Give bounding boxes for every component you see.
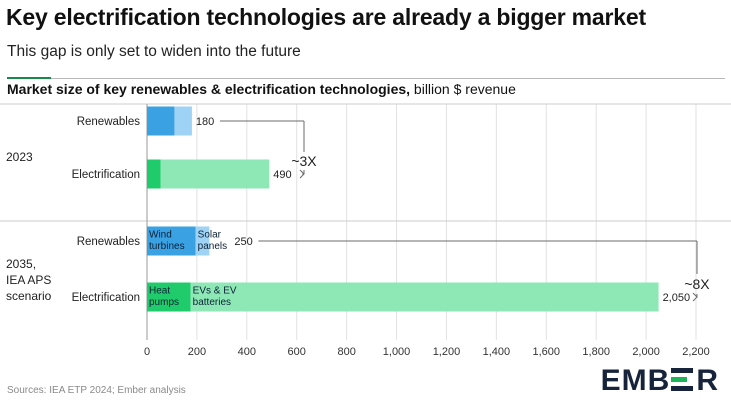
chart-title: Key electrification technologies are alr…: [6, 4, 646, 30]
category-label: Renewables: [77, 116, 141, 128]
segment-label: Wind: [149, 230, 172, 241]
logo-text-right: R: [696, 364, 719, 397]
bar-segment: [147, 226, 196, 256]
arrow-head: [299, 169, 305, 179]
logo-e-bars-icon: [671, 368, 695, 392]
bar-segment: [195, 226, 210, 256]
bar-segment: [174, 106, 192, 136]
group-label: scenario: [6, 289, 52, 303]
x-tick-label: 0: [144, 346, 150, 358]
value-label: 250: [234, 236, 252, 248]
logo-text-left: EMB: [600, 364, 671, 397]
x-tick-label: 2,200: [682, 346, 710, 358]
group-label: 2023: [6, 150, 33, 164]
segment-label: Heat: [149, 286, 170, 297]
segment-label: pumps: [149, 297, 179, 308]
bar-segment: [160, 159, 270, 189]
x-tick-label: 600: [288, 346, 306, 358]
chart-subtitle: This gap is only set to widen into the f…: [7, 43, 301, 60]
category-label: Electrification: [72, 292, 140, 304]
x-tick-label: 1,600: [533, 346, 561, 358]
bar-segment: [147, 282, 191, 312]
ember-logo: EMB R: [601, 364, 719, 398]
bar-segment: [190, 282, 659, 312]
x-tick-label: 1,400: [483, 346, 511, 358]
heading-rule: [51, 77, 725, 79]
chart-heading-text: Market size of key renewables & electrif…: [7, 81, 411, 97]
multiplier-label: ~3X: [291, 153, 317, 169]
segment-label: Solar: [198, 230, 222, 241]
x-tick-label: 2,000: [632, 346, 660, 358]
category-label: Electrification: [72, 169, 140, 181]
chart-heading-unit: billion $ revenue: [410, 81, 516, 97]
value-label: 180: [196, 116, 214, 128]
x-tick-label: 1,800: [582, 346, 610, 358]
category-label: Renewables: [77, 236, 141, 248]
accent-line: [7, 77, 51, 79]
segment-label: panels: [198, 241, 227, 252]
value-label: 490: [273, 169, 291, 181]
x-tick-label: 200: [188, 346, 206, 358]
group-label: IEA APS: [6, 273, 51, 287]
source-note: Sources: IEA ETP 2024; Ember analysis: [7, 385, 186, 396]
bar-segment: [147, 106, 175, 136]
bar-segment: [147, 159, 161, 189]
chart-heading: Market size of key renewables & electrif…: [7, 81, 516, 97]
x-tick-label: 400: [238, 346, 256, 358]
value-label: 2,050: [663, 292, 691, 304]
x-tick-label: 800: [337, 346, 355, 358]
segment-label: batteries: [193, 297, 231, 308]
x-tick-label: 1,000: [383, 346, 411, 358]
multiplier-label: ~8X: [684, 276, 710, 292]
group-label: 2035,: [6, 257, 36, 271]
segment-label: turbines: [149, 241, 185, 252]
x-tick-label: 1,200: [433, 346, 461, 358]
segment-label: EVs & EV: [193, 286, 237, 297]
arrow-head: [692, 292, 698, 302]
